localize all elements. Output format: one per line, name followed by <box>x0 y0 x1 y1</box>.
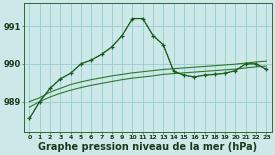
X-axis label: Graphe pression niveau de la mer (hPa): Graphe pression niveau de la mer (hPa) <box>38 142 257 152</box>
